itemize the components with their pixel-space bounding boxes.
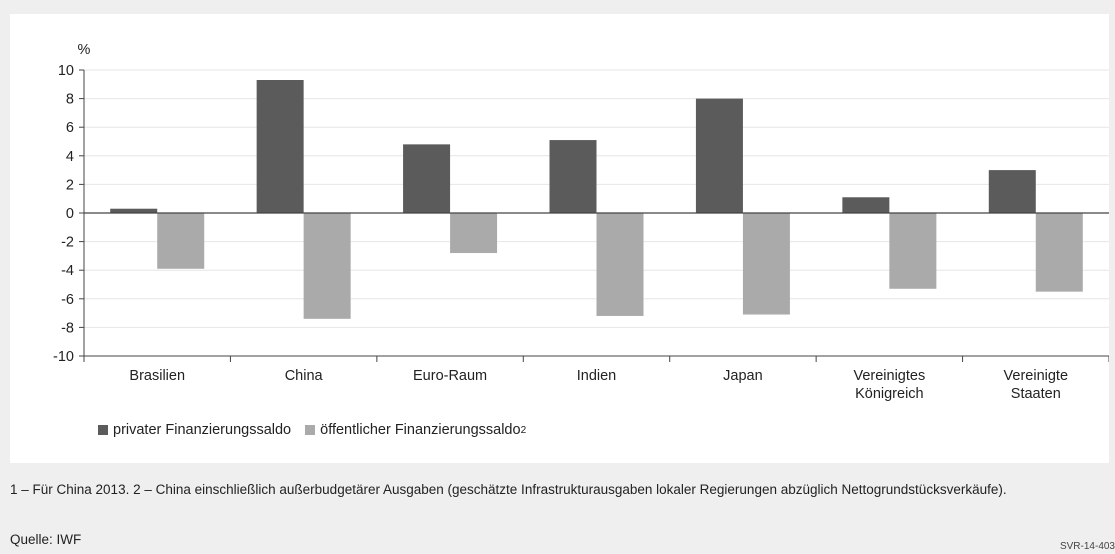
bar-private — [988, 170, 1036, 213]
x-category-label: Brasilien — [129, 368, 185, 384]
bar-private — [549, 140, 597, 213]
bar-public — [157, 213, 205, 269]
x-category-label: Japan — [723, 368, 763, 384]
footnote: 1 – Für China 2013. 2 – China einschließ… — [10, 482, 1007, 497]
bar-public — [303, 213, 351, 319]
chart-panel: 10 8 6 4 2 0 -2 -4 -6 -8 -10% Brasilien China Euro-Ra… — [10, 14, 1109, 463]
x-category-label: Vereinigte — [1004, 368, 1069, 384]
legend-item-public: öffentlicher Finanzierungssaldo 2 — [305, 422, 526, 438]
y-tick-label: 2 — [66, 177, 74, 193]
y-tick-label: 6 — [66, 120, 74, 136]
bar-public — [450, 213, 498, 254]
y-tick-label: 0 — [66, 206, 74, 222]
bar-public — [1035, 213, 1083, 292]
y-tick-label: -4 — [61, 263, 74, 279]
x-category-label: China — [285, 368, 324, 384]
bar-private — [403, 144, 451, 213]
bar-private — [842, 197, 890, 213]
y-tick-label: 4 — [66, 149, 74, 165]
bar-chart: 10 8 6 4 2 0 -2 -4 -6 -8 -10% Brasilien China Euro-Ra… — [53, 42, 1109, 402]
x-category-label: Euro-Raum — [413, 368, 487, 384]
y-tick-label: -6 — [61, 292, 74, 308]
x-category-label: Königreich — [855, 386, 924, 402]
legend: privater Finanzierungssaldo öffentlicher… — [98, 422, 540, 438]
y-tick-label: 8 — [66, 92, 74, 108]
source-note: Quelle: IWF — [10, 532, 82, 547]
bar-private — [695, 98, 743, 213]
x-category-label: Indien — [577, 368, 617, 384]
bar-private — [110, 208, 158, 213]
bar-public — [889, 213, 937, 289]
legend-swatch-public — [305, 425, 316, 435]
bar-public — [742, 213, 790, 315]
y-unit-label: % — [78, 42, 91, 58]
y-tick-label: 10 — [58, 63, 74, 79]
y-tick-label: -10 — [53, 349, 74, 365]
chart-code: SVR-14-403 — [1059, 541, 1115, 552]
legend-label-public: öffentlicher Finanzierungssaldo — [320, 422, 521, 438]
legend-item-private: privater Finanzierungssaldo — [98, 422, 291, 438]
legend-label-private: privater Finanzierungssaldo — [113, 422, 292, 438]
x-category-label: Vereinigtes — [853, 368, 925, 384]
y-tick-label: -8 — [61, 320, 74, 336]
x-category-label: Staaten — [1011, 386, 1061, 402]
bar-private — [256, 80, 304, 213]
legend-swatch-private — [98, 425, 108, 435]
y-tick-label: -2 — [61, 235, 74, 251]
bar-public — [596, 213, 644, 316]
legend-label-public-superscript: 2 — [520, 424, 527, 436]
